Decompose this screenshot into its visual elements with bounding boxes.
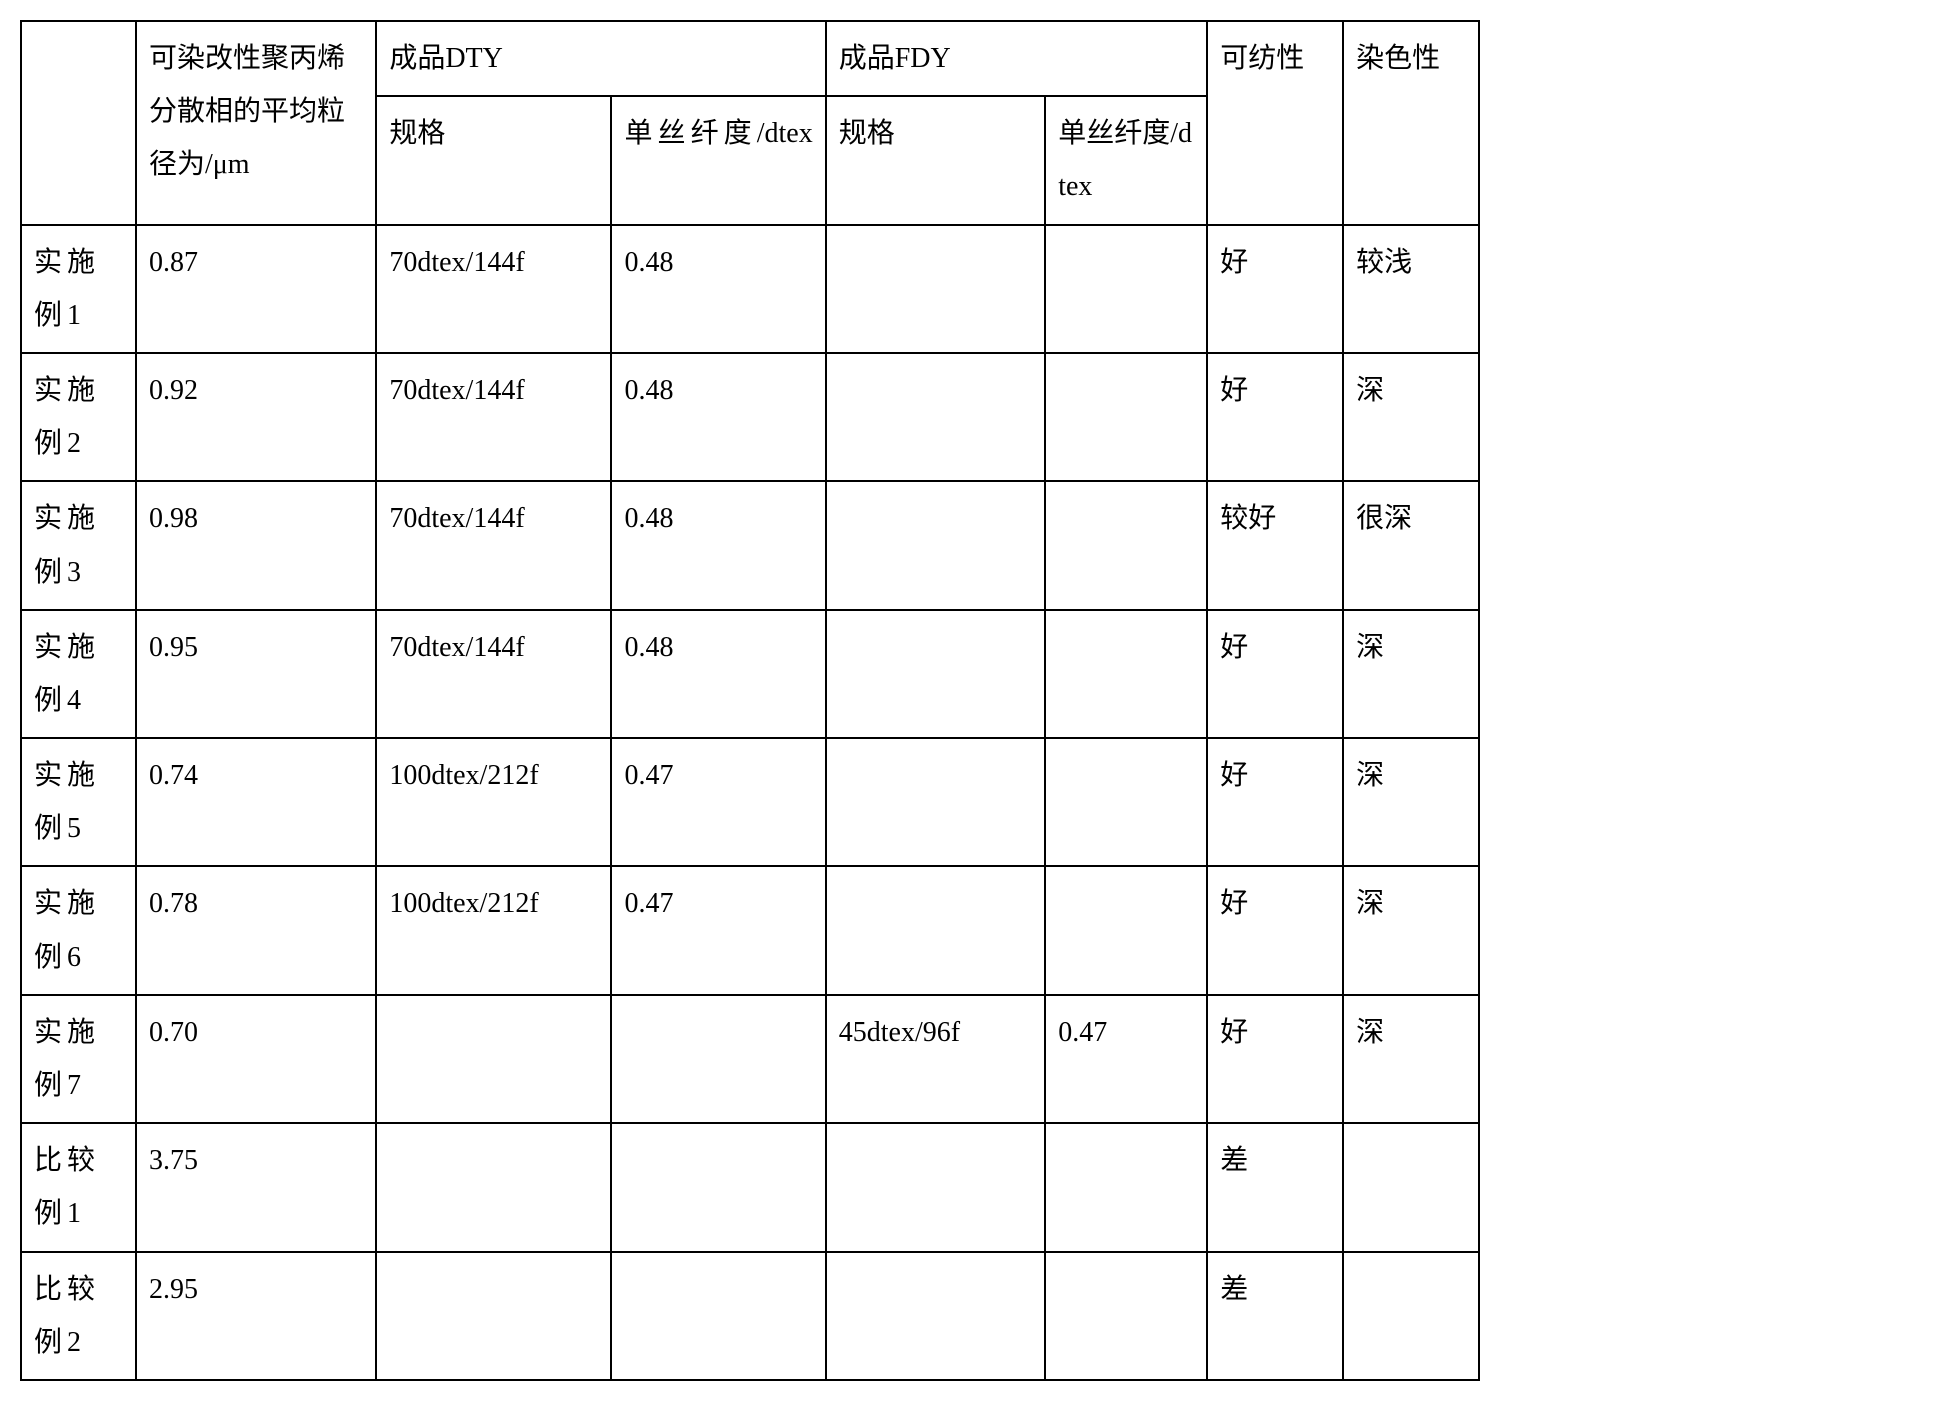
row-dty-dtex: [611, 995, 825, 1123]
row-dyeability: [1343, 1123, 1479, 1251]
row-dyeability: [1343, 1252, 1479, 1380]
row-spinnability: 好: [1207, 738, 1343, 866]
row-particle: 2.95: [136, 1252, 376, 1380]
header-spinnability: 可纺性: [1207, 21, 1343, 225]
header-dty-spec: 规格: [376, 96, 611, 224]
header-fdy-group: 成品FDY: [826, 21, 1207, 96]
row-dyeability: 很深: [1343, 481, 1479, 609]
table-body: 实施例1 0.87 70dtex/144f 0.48 好 较浅 实施例2 0.9…: [21, 225, 1479, 1380]
row-dyeability: 深: [1343, 995, 1479, 1123]
row-fdy-dtex: [1045, 1123, 1207, 1251]
header-fdy-dtex: 单丝纤度/dtex: [1045, 96, 1207, 224]
row-dty-dtex: 0.48: [611, 610, 825, 738]
row-label: 实施例5: [21, 738, 136, 866]
row-fdy-dtex: [1045, 610, 1207, 738]
row-fdy-dtex: [1045, 866, 1207, 994]
header-dyeability: 染色性: [1343, 21, 1479, 225]
table-row: 实施例2 0.92 70dtex/144f 0.48 好 深: [21, 353, 1479, 481]
row-fdy-dtex: [1045, 738, 1207, 866]
table-row: 实施例3 0.98 70dtex/144f 0.48 较好 很深: [21, 481, 1479, 609]
row-label: 实施例6: [21, 866, 136, 994]
row-fdy-spec: [826, 866, 1045, 994]
row-dyeability: 深: [1343, 353, 1479, 481]
row-fdy-dtex: 0.47: [1045, 995, 1207, 1123]
row-dyeability: 深: [1343, 610, 1479, 738]
row-fdy-spec: [826, 1123, 1045, 1251]
row-dty-dtex: 0.48: [611, 225, 825, 353]
row-fdy-dtex: [1045, 481, 1207, 609]
row-fdy-spec: [826, 481, 1045, 609]
header-row-1: 可染改性聚丙烯分散相的平均粒径为/μm 成品DTY 成品FDY 可纺性 染色性: [21, 21, 1479, 96]
row-label: 实施例2: [21, 353, 136, 481]
row-dty-spec: 70dtex/144f: [376, 610, 611, 738]
row-dty-dtex: 0.47: [611, 738, 825, 866]
row-fdy-spec: [826, 738, 1045, 866]
row-dty-spec: 70dtex/144f: [376, 481, 611, 609]
row-label: 比较例2: [21, 1252, 136, 1380]
table-row: 比较例1 3.75 差: [21, 1123, 1479, 1251]
row-dyeability: 深: [1343, 866, 1479, 994]
row-dty-spec: [376, 1252, 611, 1380]
header-fdy-spec: 规格: [826, 96, 1045, 224]
row-dty-spec: 100dtex/212f: [376, 866, 611, 994]
header-dty-group: 成品DTY: [376, 21, 825, 96]
row-spinnability: 好: [1207, 866, 1343, 994]
table-row: 比较例2 2.95 差: [21, 1252, 1479, 1380]
data-table: 可染改性聚丙烯分散相的平均粒径为/μm 成品DTY 成品FDY 可纺性 染色性 …: [20, 20, 1480, 1381]
row-spinnability: 好: [1207, 225, 1343, 353]
row-spinnability: 好: [1207, 610, 1343, 738]
row-dty-spec: 70dtex/144f: [376, 353, 611, 481]
row-particle: 0.95: [136, 610, 376, 738]
row-spinnability: 较好: [1207, 481, 1343, 609]
table-row: 实施例5 0.74 100dtex/212f 0.47 好 深: [21, 738, 1479, 866]
row-fdy-spec: 45dtex/96f: [826, 995, 1045, 1123]
row-particle: 0.70: [136, 995, 376, 1123]
row-label: 实施例4: [21, 610, 136, 738]
table-row: 实施例1 0.87 70dtex/144f 0.48 好 较浅: [21, 225, 1479, 353]
row-particle: 0.78: [136, 866, 376, 994]
row-spinnability: 好: [1207, 995, 1343, 1123]
row-fdy-spec: [826, 225, 1045, 353]
row-fdy-dtex: [1045, 1252, 1207, 1380]
row-label: 实施例3: [21, 481, 136, 609]
row-dty-spec: [376, 995, 611, 1123]
table-row: 实施例6 0.78 100dtex/212f 0.47 好 深: [21, 866, 1479, 994]
row-particle: 3.75: [136, 1123, 376, 1251]
row-label: 比较例1: [21, 1123, 136, 1251]
header-particle: 可染改性聚丙烯分散相的平均粒径为/μm: [136, 21, 376, 225]
row-dyeability: 较浅: [1343, 225, 1479, 353]
row-fdy-dtex: [1045, 225, 1207, 353]
row-dty-dtex: 0.47: [611, 866, 825, 994]
row-dty-dtex: 0.48: [611, 481, 825, 609]
row-spinnability: 差: [1207, 1252, 1343, 1380]
row-label: 实施例1: [21, 225, 136, 353]
row-dyeability: 深: [1343, 738, 1479, 866]
table-row: 实施例4 0.95 70dtex/144f 0.48 好 深: [21, 610, 1479, 738]
row-fdy-spec: [826, 1252, 1045, 1380]
row-dty-dtex: [611, 1252, 825, 1380]
row-dty-spec: [376, 1123, 611, 1251]
row-label: 实施例7: [21, 995, 136, 1123]
row-fdy-spec: [826, 610, 1045, 738]
row-fdy-spec: [826, 353, 1045, 481]
row-dty-spec: 70dtex/144f: [376, 225, 611, 353]
row-particle: 0.87: [136, 225, 376, 353]
row-fdy-dtex: [1045, 353, 1207, 481]
row-particle: 0.92: [136, 353, 376, 481]
row-particle: 0.98: [136, 481, 376, 609]
row-dty-spec: 100dtex/212f: [376, 738, 611, 866]
table-row: 实施例7 0.70 45dtex/96f 0.47 好 深: [21, 995, 1479, 1123]
row-particle: 0.74: [136, 738, 376, 866]
row-dty-dtex: 0.48: [611, 353, 825, 481]
row-spinnability: 差: [1207, 1123, 1343, 1251]
row-dty-dtex: [611, 1123, 825, 1251]
header-blank: [21, 21, 136, 225]
row-spinnability: 好: [1207, 353, 1343, 481]
header-dty-dtex: 单丝纤度/dtex: [611, 96, 825, 224]
